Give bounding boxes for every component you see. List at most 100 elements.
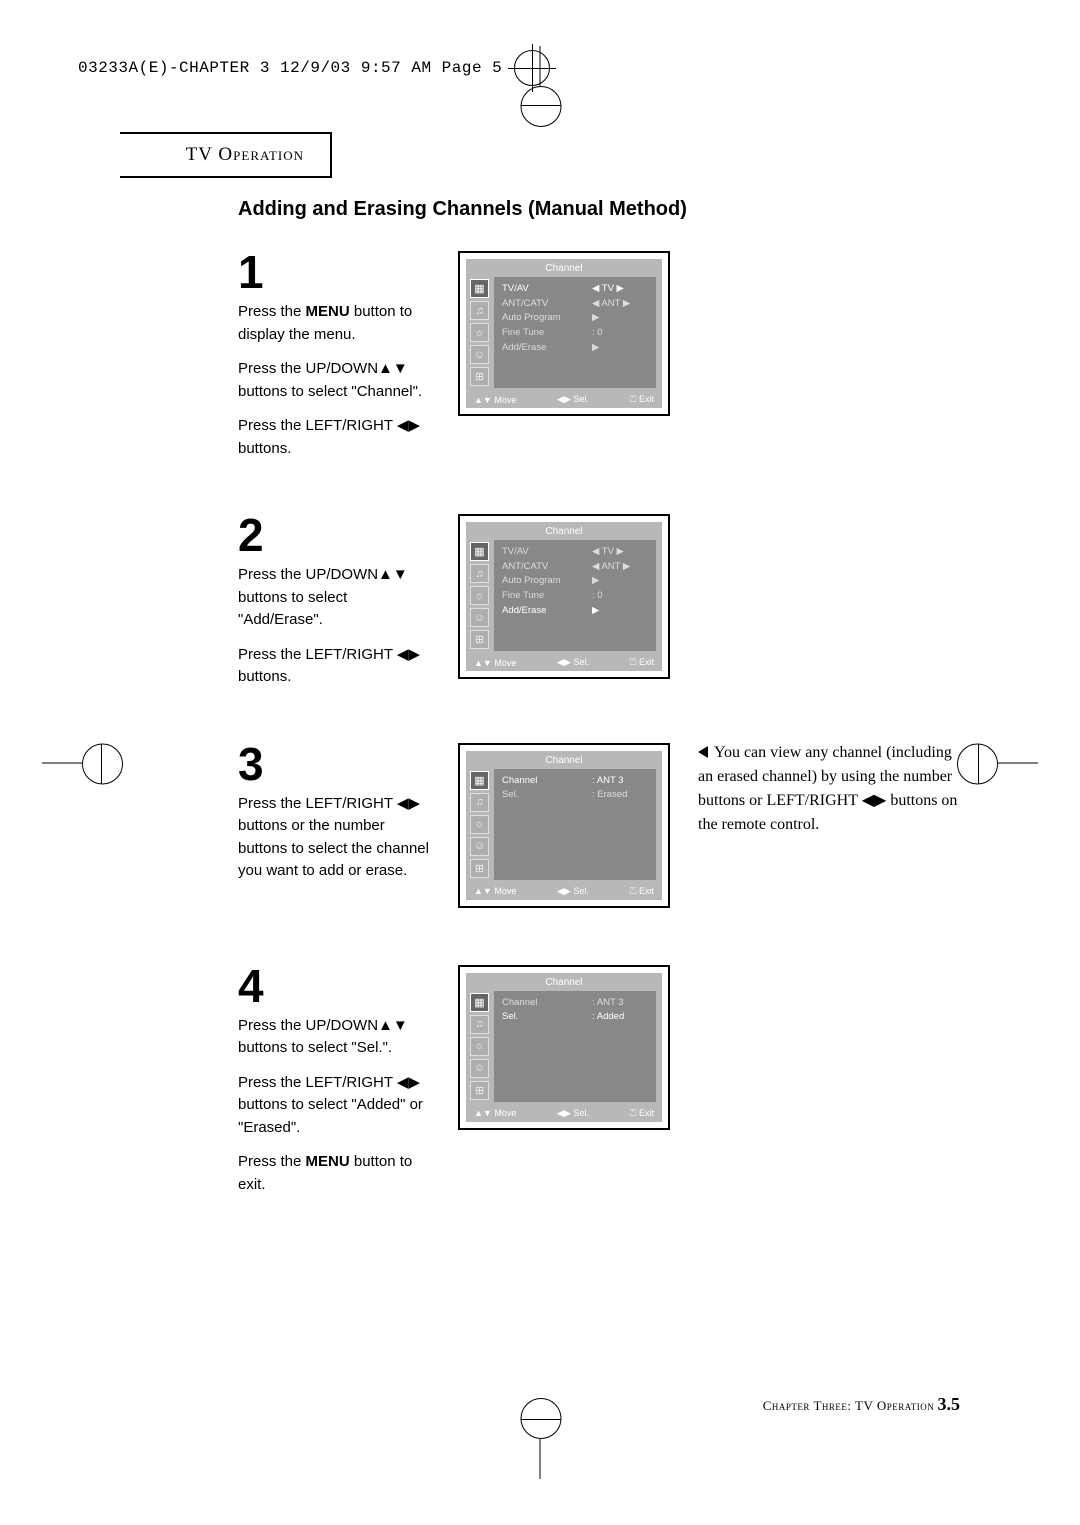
osd-footer: ▲▼ Move◀▶ Sel.⏍ Exit <box>472 394 656 405</box>
osd-icon-strip: ▦♫☼☺⊞ <box>470 277 491 388</box>
osd-row-value: : 0 <box>592 589 648 604</box>
osd-row: Fine Tune: 0 <box>502 589 648 604</box>
osd-menu-icon: ▦ <box>470 771 489 790</box>
osd-row-label: Channel <box>502 774 592 789</box>
osd-body: Channel: ANT 3Sel.: Erased <box>494 769 656 880</box>
osd-footer-exit: ⏍ Exit <box>630 886 654 897</box>
osd-row-label: TV/AV <box>502 545 592 560</box>
step-paragraph: Press the UP/DOWN▲▼ buttons to select "C… <box>238 358 436 403</box>
osd-title: Channel <box>466 259 662 277</box>
osd-menu-icon: ☼ <box>470 815 489 834</box>
step-3: 3Press the LEFT/RIGHT ◀▶ buttons or the … <box>238 741 960 911</box>
step-4: 4Press the UP/DOWN▲▼ buttons to select "… <box>238 963 960 1197</box>
osd-menu-icon: ♫ <box>470 1015 489 1034</box>
osd-footer-exit: ⏍ Exit <box>630 394 654 405</box>
print-header-text: 03233A(E)-CHAPTER 3 12/9/03 9:57 AM Page… <box>78 59 502 77</box>
osd-row-value: ▶ <box>592 574 648 589</box>
section-title-box: TV Operation <box>120 132 332 178</box>
osd-row: TV/AV◀ TV ▶ <box>502 545 648 560</box>
osd-menu-icon: ☼ <box>470 586 489 605</box>
step-paragraph: Press the LEFT/RIGHT ◀▶ buttons or the n… <box>238 793 436 883</box>
osd-footer-move: ▲▼ Move <box>474 1108 516 1119</box>
osd-screenshot: Channel▦♫☼☺⊞TV/AV◀ TV ▶ANT/CATV◀ ANT ▶Au… <box>458 251 670 416</box>
osd-screenshot: Channel▦♫☼☺⊞Channel: ANT 3Sel.: Erased▲▼… <box>458 743 670 908</box>
osd-row: Channel: ANT 3 <box>502 996 648 1011</box>
osd-row-value: ▶ <box>592 341 648 356</box>
osd-row: Auto Program▶ <box>502 311 648 326</box>
osd-footer-sel: ◀▶ Sel. <box>557 886 589 897</box>
page-heading: Adding and Erasing Channels (Manual Meth… <box>238 198 960 221</box>
step-text: Press the UP/DOWN▲▼ buttons to select "A… <box>238 564 436 689</box>
step-paragraph: Press the UP/DOWN▲▼ buttons to select "A… <box>238 564 436 632</box>
page-footer: Chapter Three: TV Operation 3.5 <box>763 1394 960 1415</box>
step-paragraph: Press the LEFT/RIGHT ◀▶ buttons to selec… <box>238 1072 436 1140</box>
osd-row: Sel.: Added <box>502 1010 648 1025</box>
step-paragraph: Press the MENU button to exit. <box>238 1151 436 1196</box>
osd-row: Channel: ANT 3 <box>502 774 648 789</box>
side-note: You can view any channel (including an e… <box>698 741 960 837</box>
osd-row: Add/Erase▶ <box>502 341 648 356</box>
osd-menu-icon: ☺ <box>470 1059 489 1078</box>
osd-row: Fine Tune: 0 <box>502 326 648 341</box>
osd-menu-icon: ▦ <box>470 993 489 1012</box>
osd-title: Channel <box>466 751 662 769</box>
osd-menu-icon: ⊞ <box>470 859 489 878</box>
osd-icon-strip: ▦♫☼☺⊞ <box>470 540 491 651</box>
osd-menu-icon: ⊞ <box>470 1081 489 1100</box>
osd-row-value: ◀ TV ▶ <box>592 545 648 560</box>
osd-row: ANT/CATV◀ ANT ▶ <box>502 297 648 312</box>
osd-row-value: : Added <box>592 1010 648 1025</box>
osd-footer-exit: ⏍ Exit <box>630 657 654 668</box>
osd-menu-icon: ☼ <box>470 1037 489 1056</box>
osd-row-value: : Erased <box>592 788 648 803</box>
osd-row-label: Fine Tune <box>502 589 592 604</box>
osd-row-label: Add/Erase <box>502 604 592 619</box>
osd-footer-sel: ◀▶ Sel. <box>557 1108 589 1119</box>
osd-screenshot: Channel▦♫☼☺⊞TV/AV◀ TV ▶ANT/CATV◀ ANT ▶Au… <box>458 514 670 679</box>
osd-row-label: Fine Tune <box>502 326 592 341</box>
osd-body: TV/AV◀ TV ▶ANT/CATV◀ ANT ▶Auto Program▶F… <box>494 277 656 388</box>
step-paragraph: Press the LEFT/RIGHT ◀▶ buttons. <box>238 644 436 689</box>
osd-menu-icon: ⊞ <box>470 630 489 649</box>
osd-menu-icon: ▦ <box>470 279 489 298</box>
osd-row-label: Auto Program <box>502 311 592 326</box>
osd-row-label: ANT/CATV <box>502 297 592 312</box>
osd-menu-icon: ♫ <box>470 301 489 320</box>
osd-row: Sel.: Erased <box>502 788 648 803</box>
osd-footer-sel: ◀▶ Sel. <box>557 657 589 668</box>
osd-row-value: ▶ <box>592 311 648 326</box>
crop-mark-bottom <box>540 1439 541 1479</box>
osd-row-value: ▶ <box>592 604 648 619</box>
osd-menu-icon: ⊞ <box>470 367 489 386</box>
osd-row-value: ◀ TV ▶ <box>592 282 648 297</box>
osd-title: Channel <box>466 973 662 991</box>
osd-row-label: TV/AV <box>502 282 592 297</box>
osd-row-label: Channel <box>502 996 592 1011</box>
osd-row-value: : ANT 3 <box>592 774 648 789</box>
osd-menu-icon: ♫ <box>470 564 489 583</box>
step-2: 2Press the UP/DOWN▲▼ buttons to select "… <box>238 512 960 689</box>
osd-screenshot: Channel ▦ ♫ ☼ ☺ ⊞ Channel: ANT 3Sel.: Added ▲▼ … <box>458 965 670 1130</box>
osd-row: Auto Program▶ <box>502 574 648 589</box>
osd-footer-exit: ⏍ Exit <box>630 1108 654 1119</box>
step-text: Press the LEFT/RIGHT ◀▶ buttons or the n… <box>238 793 436 883</box>
step-1: 1Press the MENU button to display the me… <box>238 249 960 460</box>
osd-icon-strip: ▦ ♫ ☼ ☺ ⊞ <box>470 769 491 880</box>
osd-menu-icon: ☺ <box>470 608 489 627</box>
osd-footer-move: ▲▼ Move <box>474 886 516 897</box>
print-header: 03233A(E)-CHAPTER 3 12/9/03 9:57 AM Page… <box>78 50 550 86</box>
footer-chapter: Chapter Three: TV Operation <box>763 1398 935 1413</box>
step-paragraph: Press the MENU button to display the men… <box>238 301 436 346</box>
section-title: TV Operation <box>120 144 304 166</box>
step-text: Press the UP/DOWN▲▼ buttons to select "S… <box>238 1015 436 1197</box>
osd-menu-icon: ♫ <box>470 793 489 812</box>
osd-footer: ▲▼ Move◀▶ Sel.⏍ Exit <box>472 657 656 668</box>
footer-page: 3.5 <box>938 1394 961 1414</box>
osd-row: ANT/CATV◀ ANT ▶ <box>502 560 648 575</box>
osd-menu-icon: ☼ <box>470 323 489 342</box>
crop-mark-left <box>42 762 82 763</box>
osd-footer-sel: ◀▶ Sel. <box>557 394 589 405</box>
crop-mark-right <box>998 762 1038 763</box>
osd-menu-icon: ☺ <box>470 837 489 856</box>
step-paragraph: Press the UP/DOWN▲▼ buttons to select "S… <box>238 1015 436 1060</box>
